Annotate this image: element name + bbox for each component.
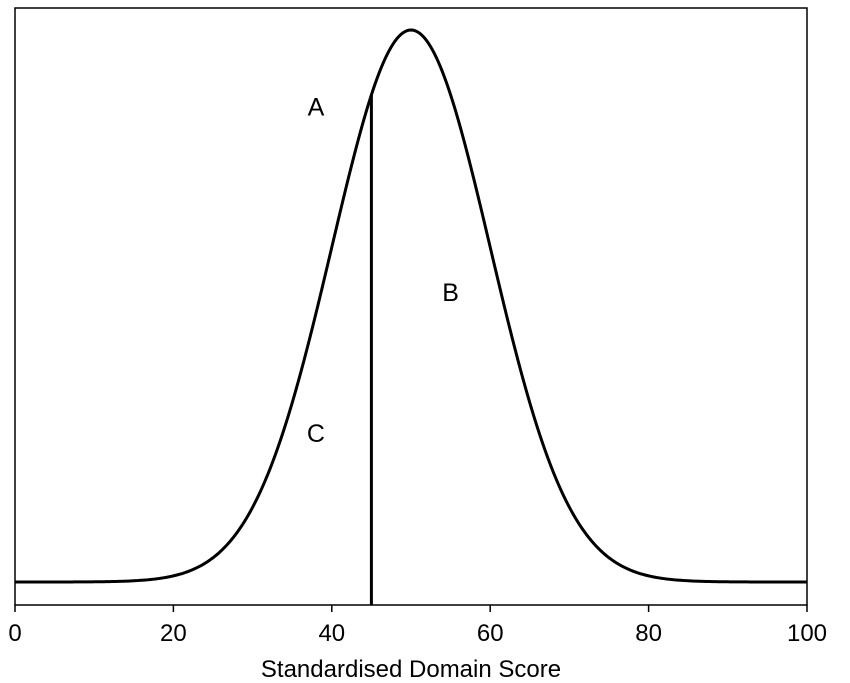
annotation-label-a: A: [308, 93, 325, 121]
density-curve: [15, 28, 807, 584]
annotation-label-c: C: [307, 420, 325, 448]
x-tick-label: 100: [787, 620, 827, 647]
x-axis-label: Standardised Domain Score: [261, 656, 561, 683]
x-tick-label: 20: [160, 620, 187, 647]
annotations: A B C: [307, 93, 459, 448]
x-tick-label: 60: [477, 620, 504, 647]
x-tick-label: 40: [318, 620, 345, 647]
x-axis-ticks: 0 20 40 60 80 100: [8, 605, 827, 647]
annotation-label-b: B: [442, 279, 459, 307]
plot-frame: [14, 7, 808, 606]
x-tick-label: 0: [8, 620, 21, 647]
x-tick-label: 80: [635, 620, 662, 647]
